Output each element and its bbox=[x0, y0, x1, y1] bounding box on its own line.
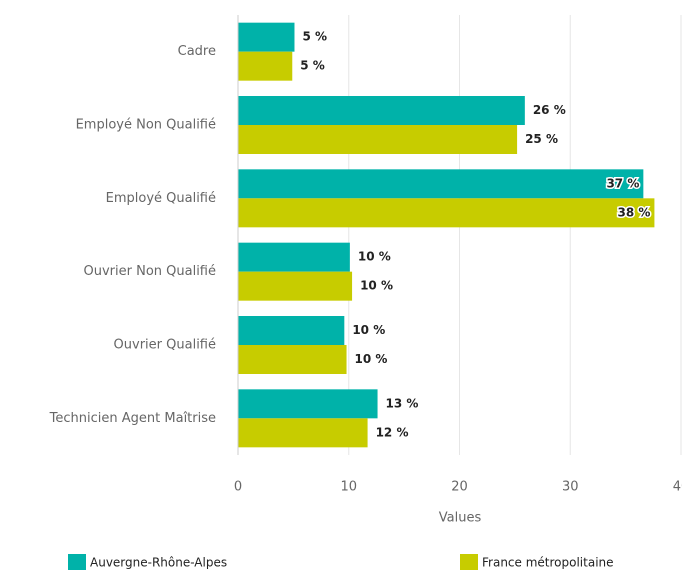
data-label: 26 % bbox=[533, 103, 566, 117]
y-tick-label: Ouvrier Qualifié bbox=[114, 338, 216, 353]
bar bbox=[238, 389, 378, 419]
x-tick-label: 0 bbox=[234, 480, 242, 495]
x-tick-label: 20 bbox=[451, 480, 468, 495]
data-label: 10 % bbox=[358, 250, 391, 264]
y-tick-label: Cadre bbox=[178, 44, 216, 59]
y-tick-label: Ouvrier Non Qualifié bbox=[84, 264, 217, 279]
bar bbox=[238, 418, 368, 448]
data-label: 10 % bbox=[352, 323, 385, 337]
bar bbox=[238, 22, 295, 52]
bar bbox=[238, 125, 518, 154]
x-tick-label: 40 bbox=[673, 480, 682, 495]
bar bbox=[238, 198, 655, 228]
legend-label: France métropolitaine bbox=[482, 556, 614, 570]
data-label: 37 % bbox=[606, 176, 639, 190]
legend-swatch bbox=[68, 554, 86, 570]
x-axis-label: Values bbox=[439, 511, 482, 526]
data-label: 10 % bbox=[360, 279, 393, 293]
data-label: 38 % bbox=[618, 205, 651, 219]
bar bbox=[238, 316, 345, 345]
legend-swatch bbox=[460, 554, 478, 570]
y-tick-label: Employé Qualifié bbox=[106, 191, 216, 206]
x-tick-label: 10 bbox=[340, 480, 357, 495]
data-label: 25 % bbox=[525, 132, 558, 146]
y-tick-label: Employé Non Qualifié bbox=[76, 118, 216, 133]
legend-label: Auvergne-Rhône-Alpes bbox=[90, 556, 227, 570]
data-label: 5 % bbox=[302, 30, 327, 44]
bar bbox=[238, 169, 644, 199]
bar bbox=[238, 242, 350, 272]
y-tick-label: Technicien Agent Maîtrise bbox=[49, 411, 216, 426]
data-label: 5 % bbox=[300, 59, 325, 73]
bar bbox=[238, 345, 347, 374]
bar bbox=[238, 96, 525, 125]
data-label: 13 % bbox=[386, 396, 419, 410]
bar bbox=[238, 271, 353, 301]
bar bbox=[238, 51, 293, 81]
data-label: 12 % bbox=[376, 425, 409, 439]
data-label: 10 % bbox=[355, 352, 388, 366]
x-tick-label: 30 bbox=[562, 480, 579, 495]
